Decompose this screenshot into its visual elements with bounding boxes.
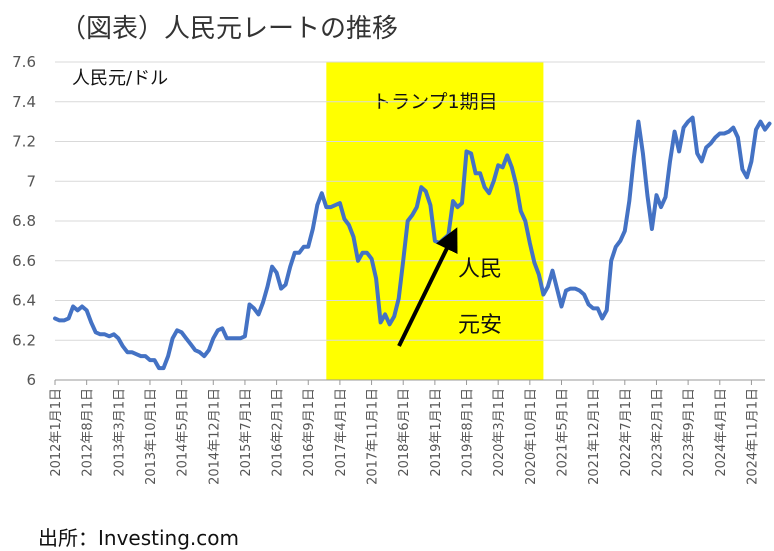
- y-tick-label: 6.2: [12, 331, 36, 349]
- unit-label: 人民元/ドル: [72, 68, 168, 89]
- x-tick-label: 2023年9月1日: [682, 388, 697, 477]
- x-tick-label: 2013年10月1日: [144, 388, 159, 485]
- x-tick-label: 2012年1月1日: [49, 388, 64, 477]
- x-tick-label: 2024年4月1日: [714, 388, 729, 477]
- chart-title: （図表）人民元レートの推移: [60, 14, 399, 44]
- depreciation-arrow: [397, 227, 458, 347]
- source-note: 出所：Investing.com: [38, 526, 239, 550]
- x-tick-label: 2023年2月1日: [650, 388, 665, 477]
- y-tick-label: 6.6: [12, 252, 36, 270]
- series-line: [53, 115, 772, 371]
- y-tick-label: 7.6: [12, 53, 36, 71]
- x-tick-label: 2017年4月1日: [334, 388, 349, 477]
- y-tick-label: 7.2: [12, 133, 36, 151]
- x-tick-label: 2021年12月1日: [587, 388, 602, 485]
- x-tick-label: 2017年11月1日: [366, 388, 381, 485]
- x-tick-label: 2022年7月1日: [619, 388, 634, 477]
- x-tick-label: 2024年11月1日: [745, 388, 760, 485]
- x-tick-label: 2013年3月1日: [112, 388, 127, 477]
- x-tick-label: 2020年3月1日: [492, 388, 507, 477]
- x-tick-label: 2018年6月1日: [397, 388, 412, 477]
- x-tick-label: 2020年10月1日: [524, 388, 539, 485]
- x-tick-label: 2019年1月1日: [429, 388, 444, 477]
- y-tick-label: 7: [26, 172, 36, 190]
- x-tick-label: 2014年5月1日: [176, 388, 191, 477]
- annotation-line1: 人民: [458, 257, 502, 282]
- x-tick-label: 2016年9月1日: [302, 388, 317, 477]
- y-tick-label: 6.8: [12, 212, 36, 230]
- y-tick-label: 6: [26, 371, 36, 389]
- y-tick-label: 6.4: [12, 292, 36, 310]
- annotation-line2: 元安: [458, 313, 502, 338]
- x-tick-label: 2019年8月1日: [461, 388, 476, 477]
- x-tick-label: 2014年12月1日: [207, 388, 222, 485]
- x-tick-label: 2021年5月1日: [555, 388, 570, 477]
- x-tick-label: 2012年8月1日: [81, 388, 96, 477]
- x-tick-label: 2015年7月1日: [239, 388, 254, 477]
- x-tick-label: 2016年2月1日: [271, 388, 286, 477]
- y-tick-label: 7.4: [12, 93, 36, 111]
